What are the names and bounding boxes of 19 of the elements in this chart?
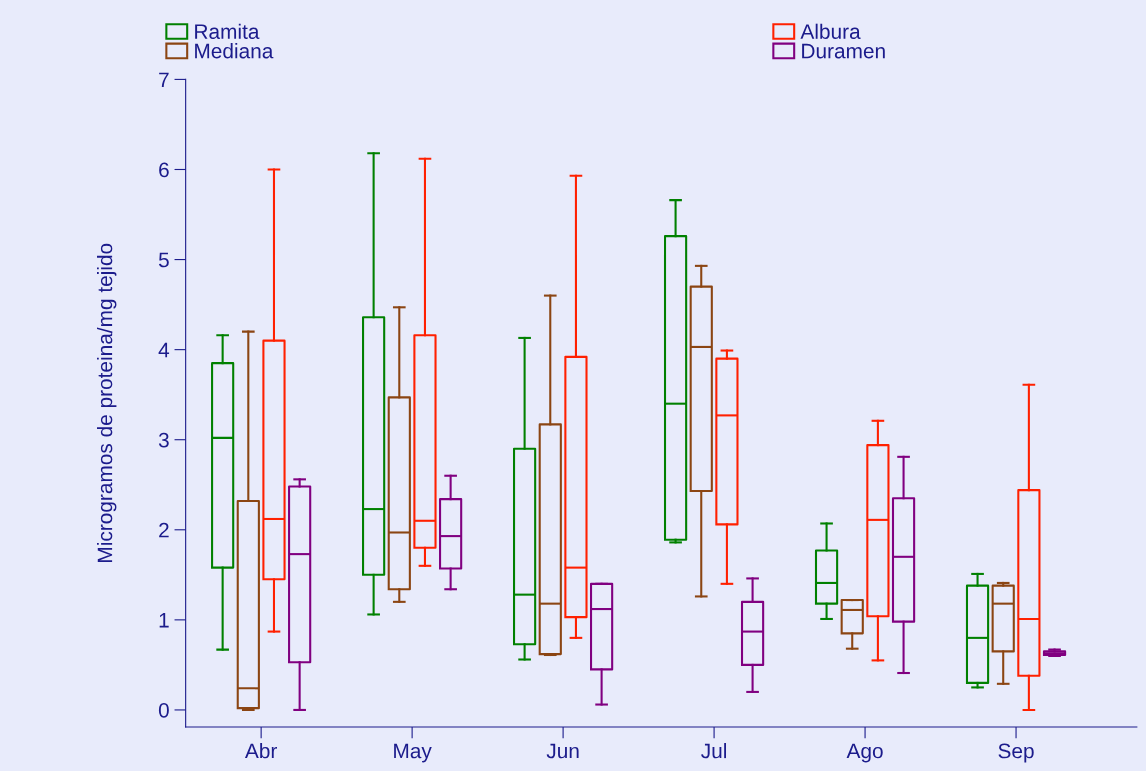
x-tick-label: Jul xyxy=(701,743,727,759)
y-tick-label: 5 xyxy=(158,252,169,268)
legend-label: Mediana xyxy=(195,43,274,59)
y-tick-label: 2 xyxy=(159,522,169,538)
legend-label: Albura xyxy=(800,23,861,39)
legend-label: Duramen xyxy=(802,43,885,59)
y-tick-label: 0 xyxy=(158,702,169,718)
x-tick-label: Ago xyxy=(846,743,883,763)
y-tick-label: 6 xyxy=(159,162,169,178)
y-tick-label: 3 xyxy=(158,432,169,448)
legend-label: Ramita xyxy=(195,23,260,39)
y-tick-label: 7 xyxy=(159,72,169,87)
x-tick-label: Sep xyxy=(998,743,1034,763)
y-tick-label: 1 xyxy=(159,613,169,628)
y-axis-title: Microgramos de proteina/mg tejido xyxy=(97,243,117,562)
x-tick-label: Jun xyxy=(546,743,579,759)
x-tick-label: May xyxy=(394,743,432,763)
x-tick-label: Abr xyxy=(244,743,278,759)
y-tick-label: 4 xyxy=(158,342,170,358)
